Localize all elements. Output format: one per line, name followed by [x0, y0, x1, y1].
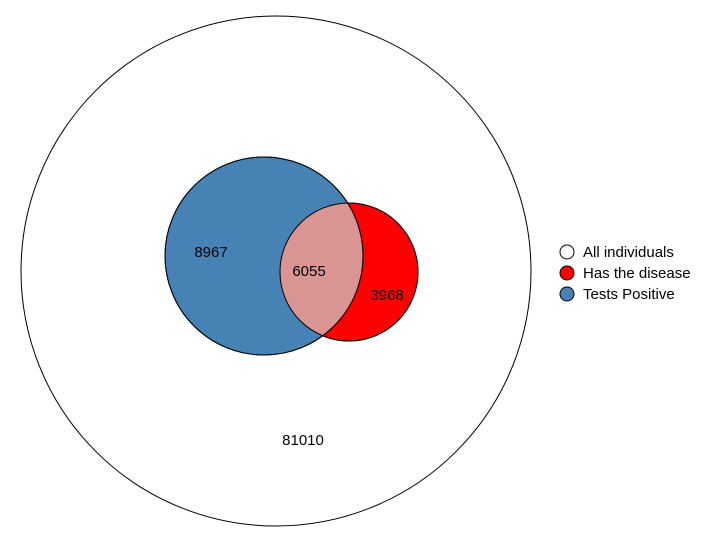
- legend-item-tests-positive: Tests Positive: [559, 286, 675, 303]
- legend-swatch-disease: [559, 265, 575, 281]
- legend-item-all-individuals: All individuals: [559, 244, 674, 261]
- tests-positive-outline: [164, 156, 364, 356]
- legend-swatch-positive: [559, 286, 575, 302]
- legend-swatch-all: [559, 244, 575, 260]
- legend-label-disease: Has the disease: [583, 265, 691, 282]
- legend-label-positive: Tests Positive: [583, 286, 675, 303]
- count-neither: 81010: [282, 432, 324, 449]
- legend-item-has-disease: Has the disease: [559, 265, 691, 282]
- legend: All individuals Has the disease Tests Po…: [559, 244, 691, 303]
- count-disease-only: 3968: [370, 287, 403, 304]
- legend-label-all: All individuals: [583, 244, 674, 261]
- has-disease-outline: [279, 202, 419, 342]
- count-both: 6055: [292, 263, 325, 280]
- count-positive-only: 8967: [194, 244, 227, 261]
